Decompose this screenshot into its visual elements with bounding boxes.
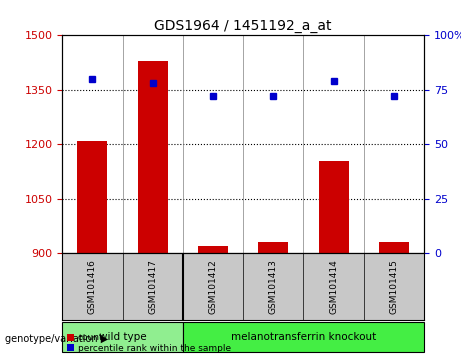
Bar <box>183 322 424 352</box>
Title: GDS1964 / 1451192_a_at: GDS1964 / 1451192_a_at <box>154 19 332 33</box>
Bar <box>77 141 107 253</box>
Legend: count, percentile rank within the sample: count, percentile rank within the sample <box>67 333 230 353</box>
Text: GSM101412: GSM101412 <box>208 259 218 314</box>
Bar <box>319 161 349 253</box>
Bar <box>258 242 289 253</box>
Text: GSM101416: GSM101416 <box>88 259 97 314</box>
Text: GSM101413: GSM101413 <box>269 259 278 314</box>
Bar <box>138 61 168 253</box>
Bar <box>379 242 409 253</box>
Text: wild type: wild type <box>99 332 146 342</box>
Text: GSM101414: GSM101414 <box>329 259 338 314</box>
Bar <box>62 322 183 352</box>
Text: GSM101417: GSM101417 <box>148 259 157 314</box>
Text: GSM101415: GSM101415 <box>390 259 398 314</box>
Bar <box>198 246 228 253</box>
Text: genotype/variation ▶: genotype/variation ▶ <box>5 334 108 344</box>
Text: melanotransferrin knockout: melanotransferrin knockout <box>231 332 376 342</box>
